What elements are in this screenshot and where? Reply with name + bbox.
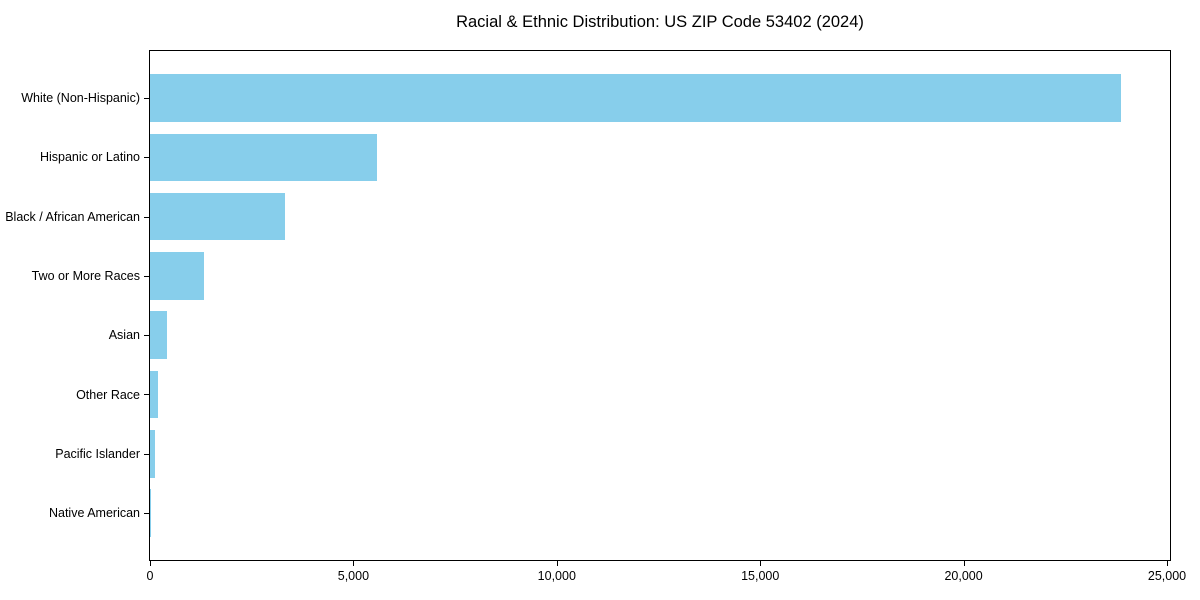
y-tick-label-black-african-american: Black / African American [5,209,140,224]
bar-black-african-american [150,192,285,241]
y-tick-mark [144,217,149,218]
x-tick-label-0: 0 [146,569,154,583]
y-tick-mark [144,513,149,514]
bar-pacific-islander [150,430,155,478]
y-tick-label-asian: Asian [108,328,140,343]
x-tick-label-25000: 25,000 [1147,569,1187,583]
y-tick-label-white-non-hispanic: White (Non-Hispanic) [21,90,140,105]
bar-asian [150,311,167,359]
y-tick-label-native-american: Native American [48,506,140,521]
bar-native-american [150,489,151,537]
x-tick-mark [1167,561,1168,566]
y-tick-mark [144,394,149,395]
chart-title: Racial & Ethnic Distribution: US ZIP Cod… [456,13,864,31]
bar-other-race [150,370,158,419]
plot-area [149,50,1171,561]
x-tick-mark [760,561,761,566]
bar-white-non-hispanic [150,74,1121,122]
x-tick-mark [964,561,965,566]
y-tick-label-two-or-more-races: Two or More Races [31,268,140,283]
y-tick-mark [144,98,149,99]
x-tick-label-20000: 20,000 [944,569,983,583]
x-tick-label-15000: 15,000 [741,569,780,583]
x-tick-mark [353,561,354,566]
y-tick-mark [144,335,149,336]
x-tick-mark [150,561,151,566]
bar-hispanic-or-latino [150,133,377,181]
y-tick-label-hispanic-or-latino: Hispanic or Latino [39,150,140,165]
x-tick-label-10000: 10,000 [537,569,576,583]
y-tick-label-pacific-islander: Pacific Islander [55,446,140,461]
x-tick-label-5000: 5,000 [337,569,370,583]
bar-two-or-more-races [150,252,204,300]
y-tick-label-other-race: Other Race [76,387,140,402]
y-tick-mark [144,157,149,158]
y-tick-mark [144,276,149,277]
x-tick-mark [557,561,558,566]
y-tick-mark [144,454,149,455]
